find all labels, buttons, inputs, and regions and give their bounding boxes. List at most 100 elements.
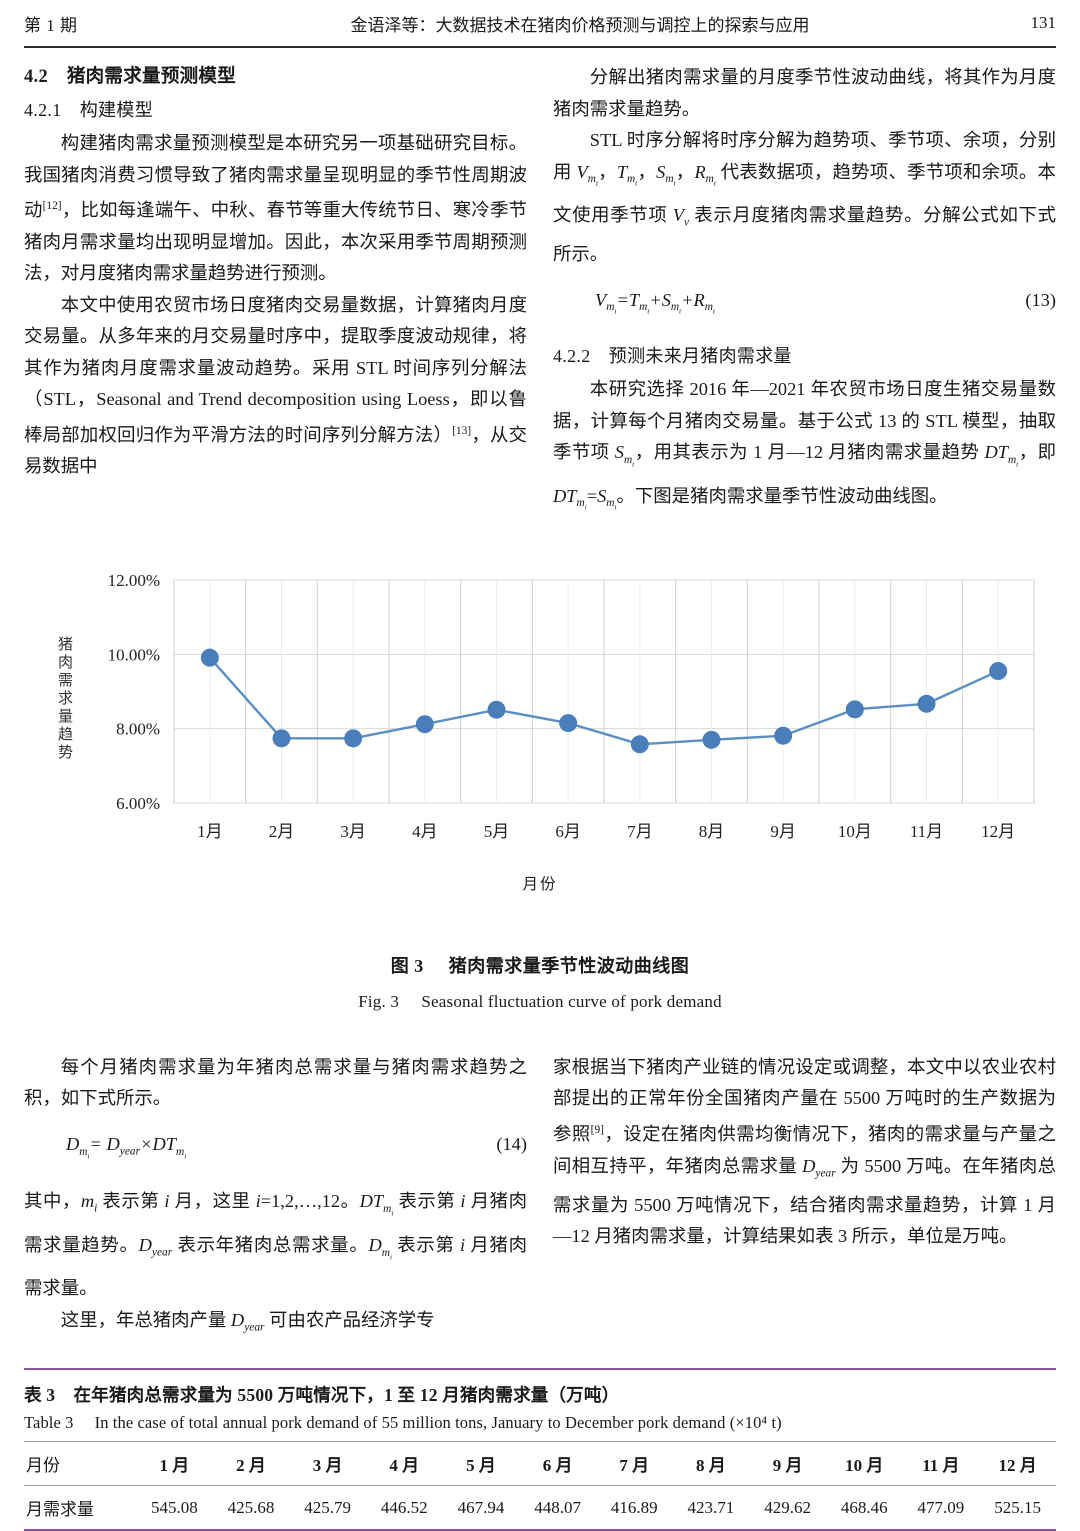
subsection-heading-4-2-1: 4.2.1 构建模型: [24, 100, 153, 120]
chart-data-point: [630, 735, 649, 754]
table-cell-demand: 525.15: [994, 1497, 1041, 1517]
table-column-header: 10 月: [845, 1456, 884, 1476]
right-paragraph-3: 本研究选择 2016 年—2021 年农贸市场日度生猪交易量数据，计算每个月猪肉…: [553, 379, 1056, 512]
figure-caption-cn-label: 图 3: [390, 955, 424, 976]
table-column-header: 5 月: [466, 1456, 496, 1476]
chart-y-tick-label: 10.00%: [108, 645, 160, 664]
chart-x-tick-label: 9月: [770, 822, 796, 841]
chart-x-tick-label: 12月: [981, 822, 1015, 841]
table-column-header: 6 月: [542, 1456, 573, 1476]
figure-3: 猪肉需求量趋势 6.00% 8.00% 10.00% 12.00% 1月 2月 3月 4月 5月…: [24, 558, 1056, 1012]
table-caption-en-text: In the case of total annual pork demand …: [94, 1413, 782, 1433]
bottom-right-paragraph-1: 家根据当下猪肉产业链的情况设定或调整，本文中以农业农村部提出的正常年份全国猪肉产…: [553, 1056, 1056, 1247]
table-column-header: 3 月: [312, 1456, 343, 1476]
chart-data-point: [845, 700, 864, 719]
table-column-header: 7 月: [619, 1456, 650, 1476]
left-column-upper: 4.2 猪肉需求量预测模型 4.2.1 构建模型 构建猪肉需求量预测模型是本研究…: [24, 62, 527, 524]
figure-caption-en: Fig. 3 Seasonal fluctuation curve of por…: [24, 992, 1056, 1012]
left-paragraph-2: 本文中使用农贸市场日度猪肉交易量数据，计算猪肉月度交易量。从多年来的月交易量时序…: [24, 294, 527, 477]
chart-y-tick-label: 6.00%: [116, 794, 160, 813]
table-caption-en: Table 3 In the case of total annual pork…: [24, 1413, 1056, 1433]
table-corner-header: 月份: [26, 1456, 60, 1476]
bottom-left-paragraph-2: 其中，mi 表示第 i 月，这里 i=1,2,…,12。DTmi 表示第 i 月…: [24, 1191, 527, 1299]
chart-data-point: [272, 729, 291, 748]
formula-13-number: (13): [1025, 289, 1056, 310]
table-3-block: 表 3 在年猪肉总需求量为 5500 万吨情况下，1 至 12 月猪肉需求量（万…: [24, 1368, 1056, 1531]
table-cell-demand: 425.79: [304, 1497, 352, 1517]
chart-y-tick-label: 8.00%: [116, 720, 160, 739]
table-row: 月需求量 545.08 425.68 425.79 446.52 467.94 448.0…: [24, 1486, 1056, 1530]
chart-data-point: [917, 694, 936, 713]
formula-14-number: (14): [496, 1133, 527, 1154]
running-header: 第 1 期 金语泽等：大数据技术在猪肉价格预测与调控上的探索与应用 131: [24, 0, 1056, 46]
chart-data-point: [702, 730, 721, 749]
bottom-left-paragraph-1: 每个月猪肉需求量为年猪肉总需求量与猪肉需求趋势之积，如下式所示。: [24, 1056, 527, 1109]
left-column-lower: 每个月猪肉需求量为年猪肉总需求量与猪肉需求趋势之积，如下式所示。 Dmi= Dy…: [24, 1052, 527, 1344]
chart-x-tick-label: 3月: [340, 822, 366, 841]
table-column-header: 4 月: [389, 1456, 420, 1476]
section-heading-4-2: 4.2 猪肉需求量预测模型: [24, 67, 237, 87]
table-column-header: 9 月: [772, 1456, 803, 1476]
table-caption-en-label: Table 3: [24, 1413, 74, 1433]
header-rule: [24, 46, 1056, 48]
table-column-header: 8 月: [696, 1456, 726, 1476]
chart-x-tick-label: 2月: [269, 822, 295, 841]
table-row-label: 月需求量: [26, 1500, 94, 1520]
table-cell-demand: 416.89: [610, 1497, 658, 1517]
chart-data-point: [774, 726, 793, 745]
chart-x-tick-label: 6月: [555, 822, 581, 841]
table-column-header: 2 月: [236, 1456, 266, 1476]
chart-x-axis-label: 月份: [522, 875, 558, 893]
chart-x-tick-label: 8月: [699, 822, 725, 841]
figure-caption-en-label: Fig. 3: [358, 991, 400, 1011]
chart-data-point: [344, 729, 363, 748]
figure-caption-cn-text: 猪肉需求量季节性波动曲线图: [448, 955, 690, 976]
left-paragraph-1: 构建猪肉需求量预测模型是本研究另一项基础研究目标。我国猪肉消费习惯导致了猪肉需求…: [24, 133, 527, 284]
formula-13-expression: Vmt=Tmt+Smt+Rmt: [595, 289, 715, 316]
formula-14: Dmi= Dyear×DTmi (14): [24, 1129, 527, 1172]
right-column-upper: 分解出猪肉需求量的月度季节性波动曲线，将其作为月度猪肉需求量趋势。 STL 时序…: [553, 62, 1056, 524]
figure-caption-en-text: Seasonal fluctuation curve of pork deman…: [421, 991, 722, 1011]
subsection-heading-4-2-2: 4.2.2 预测未来月猪肉需求量: [553, 346, 792, 367]
table-column-header: 12 月: [998, 1456, 1037, 1476]
table-cell-demand: 468.46: [840, 1497, 888, 1517]
chart-x-tick-label: 11月: [910, 822, 943, 841]
page-number: 131: [1030, 13, 1057, 32]
right-column-lower: 家根据当下猪肉产业链的情况设定或调整，本文中以农业农村部提出的正常年份全国猪肉产…: [553, 1052, 1056, 1344]
table-cell-demand: 477.09: [917, 1497, 965, 1517]
table-header-row: 月份 1 月 2 月 3 月 4 月 5 月 6 月 7 月 8 月 9 月 10 月 11 月 12…: [24, 1441, 1056, 1486]
chart-x-tick-label: 4月: [412, 822, 438, 841]
chart-x-tick-label: 7月: [627, 822, 653, 841]
chart-x-tick-label: 5月: [484, 822, 510, 841]
table-column-header: 1 月: [159, 1456, 190, 1476]
bottom-left-paragraph-3: 这里，年总猪肉产量 Dyear 可由农产品经济学专: [60, 1309, 435, 1334]
seasonal-fluctuation-line-chart: 6.00% 8.00% 10.00% 12.00% 1月 2月 3月 4月 5月 6月 7月 8月 9月…: [108, 571, 1035, 841]
chart-x-tick-label: 1月: [197, 822, 223, 841]
table-caption-cn: 表 3 在年猪肉总需求量为 5500 万吨情况下，1 至 12 月猪肉需求量（万…: [24, 1382, 1056, 1407]
page: 第 1 期 金语泽等：大数据技术在猪肉价格预测与调控上的探索与应用 131 4.…: [24, 0, 1056, 1531]
table-cell-demand: 425.68: [227, 1497, 275, 1517]
table-3: 月份 1 月 2 月 3 月 4 月 5 月 6 月 7 月 8 月 9 月 10 月 11 月 12…: [24, 1441, 1056, 1529]
table-cell-demand: 446.52: [380, 1497, 428, 1517]
table-cell-demand: 423.71: [687, 1497, 735, 1517]
table-cell-demand: 545.08: [150, 1497, 198, 1517]
figure-caption-cn: 图 3 猪肉需求量季节性波动曲线图: [24, 952, 1056, 978]
lower-columns: 每个月猪肉需求量为年猪肉总需求量与猪肉需求趋势之积，如下式所示。 Dmi= Dy…: [24, 1052, 1056, 1344]
chart-container: 猪肉需求量趋势 6.00% 8.00% 10.00% 12.00% 1月 2月 3月 4月 5月…: [24, 558, 1056, 888]
table-caption-cn-label: 表 3: [24, 1385, 56, 1406]
chart-data-point: [487, 700, 506, 719]
chart-series-line: [208, 656, 999, 746]
header-article-title: 金语泽等：大数据技术在猪肉价格预测与调控上的探索与应用: [350, 15, 810, 35]
upper-columns: 4.2 猪肉需求量预测模型 4.2.1 构建模型 构建猪肉需求量预测模型是本研究…: [24, 62, 1056, 524]
right-paragraph-1: 分解出猪肉需求量的月度季节性波动曲线，将其作为月度猪肉需求量趋势。: [553, 67, 1056, 119]
chart-y-tick-label: 12.00%: [108, 571, 160, 590]
table-column-header: 11 月: [922, 1456, 960, 1476]
table-cell-demand: 467.94: [457, 1497, 505, 1517]
chart-data-point: [415, 715, 434, 734]
table-caption-cn-text: 在年猪肉总需求量为 5500 万吨情况下，1 至 12 月猪肉需求量（万吨）: [73, 1385, 620, 1406]
chart-data-point: [200, 648, 219, 667]
table-cell-demand: 448.07: [534, 1497, 581, 1517]
chart-data-point: [989, 662, 1008, 681]
chart-data-point: [559, 714, 578, 733]
formula-14-expression: Dmi= Dyear×DTmi: [66, 1133, 187, 1160]
